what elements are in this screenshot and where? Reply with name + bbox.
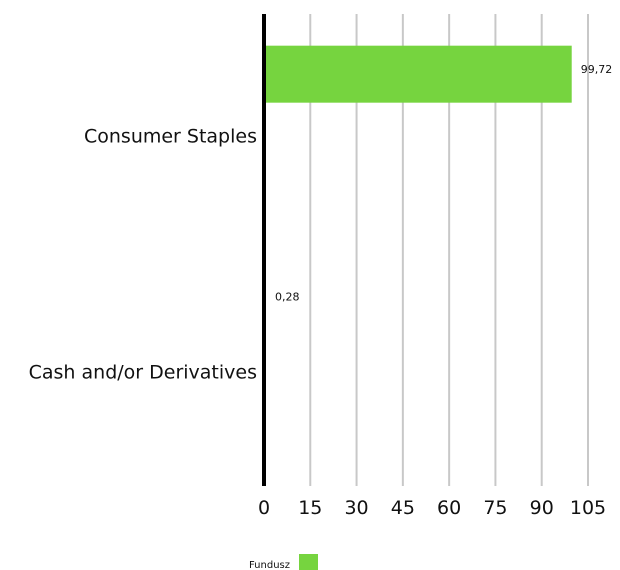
- x-tick-label: 90: [530, 497, 554, 519]
- legend-swatch: [299, 554, 318, 570]
- x-tick-label: 105: [570, 497, 606, 519]
- x-tick-label: 15: [298, 497, 322, 519]
- x-tick-label: 60: [437, 497, 461, 519]
- category-label: Cash and/or Derivatives: [29, 362, 257, 384]
- legend-label: Fundusz: [249, 560, 290, 570]
- data-label: 99,72: [581, 63, 613, 76]
- labels: 0 15 30 45 60 75 90 105 Consumer Staples 99,72 Cas…: [29, 63, 613, 519]
- legend: Fundusz: [249, 554, 318, 570]
- x-tick-label: 45: [391, 497, 415, 519]
- category-label: Consumer Staples: [84, 126, 257, 148]
- x-tick-label: 75: [483, 497, 507, 519]
- bar-consumer-staples: [264, 45, 572, 103]
- x-tick-label: 0: [258, 497, 270, 519]
- data-label: 0,28: [275, 291, 300, 304]
- bars: [264, 45, 572, 339]
- x-tick-label: 30: [344, 497, 368, 519]
